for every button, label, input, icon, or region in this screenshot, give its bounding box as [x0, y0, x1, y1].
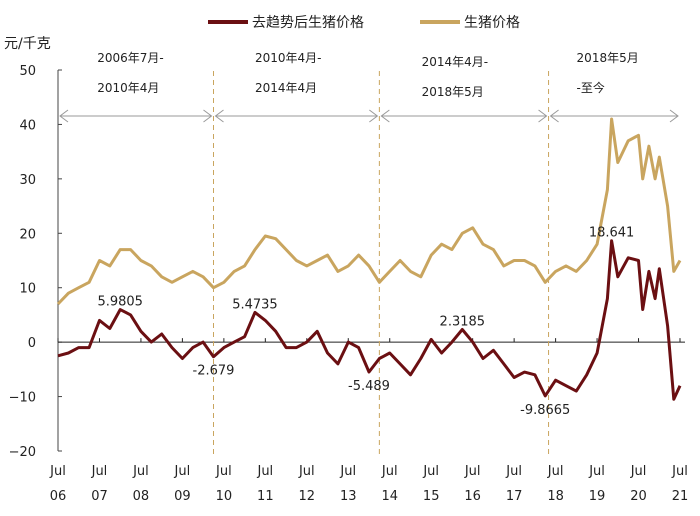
- period-label-line1: 2018年5月: [577, 51, 639, 65]
- legend-label: 生猪价格: [464, 15, 520, 31]
- period-label-line2: 2010年4月: [97, 81, 159, 95]
- y-axis: 50 40 30 20 10 0 −10 −20: [9, 64, 62, 460]
- x-tick-month: Jul: [588, 464, 605, 479]
- arrow-left-icon: [214, 109, 224, 123]
- x-tick-month: Jul: [339, 464, 356, 479]
- x-tick-month: Jul: [422, 464, 439, 479]
- arrow-right-icon: [538, 109, 548, 123]
- annotations: 5.9805 -2.679 5.4735 -5.489 2.3185 -9.8665 18.…: [97, 226, 634, 418]
- period-label-line1: 2014年4月-: [422, 55, 489, 69]
- x-tick-year: 09: [174, 489, 191, 504]
- arrow-right-icon: [203, 109, 213, 123]
- x-tick-year: 14: [381, 489, 398, 504]
- period-label-line2: 2018年5月: [422, 85, 484, 99]
- data-label: -5.489: [348, 379, 390, 394]
- x-tick-year: 12: [299, 489, 316, 504]
- x-tick-month: Jul: [132, 464, 149, 479]
- x-tick-month: Jul: [215, 464, 232, 479]
- x-tick-year: 16: [464, 489, 481, 504]
- legend-label: 去趋势后生猪价格: [252, 15, 364, 31]
- data-label: -2.679: [193, 364, 235, 379]
- x-tick-year: 13: [340, 489, 357, 504]
- x-tick-month: Jul: [256, 464, 273, 479]
- arrow-right-icon: [369, 109, 379, 123]
- x-tick-year: 19: [589, 489, 606, 504]
- x-tick-year: 21: [672, 489, 689, 504]
- arrow-left-icon: [59, 109, 69, 123]
- y-tick-label: −20: [9, 445, 36, 460]
- y-tick-label: 10: [19, 282, 36, 297]
- data-label: 2.3185: [440, 315, 486, 330]
- x-tick-year: 11: [257, 489, 274, 504]
- period-markers: 2006年7月- 2010年4月 2010年4月- 2014年4月 2014年4月- 20…: [59, 51, 679, 456]
- price-line: [56, 117, 682, 306]
- x-tick-month: Jul: [505, 464, 522, 479]
- x-tick-month: Jul: [630, 464, 647, 479]
- x-tick-month: Jul: [547, 464, 564, 479]
- x-tick-month: Jul: [298, 464, 315, 479]
- y-tick-label: 50: [19, 64, 36, 79]
- x-tick-month: Jul: [381, 464, 398, 479]
- x-tick-month: Jul: [91, 464, 108, 479]
- x-tick-month: Jul: [671, 464, 688, 479]
- data-label: 18.641: [589, 226, 635, 241]
- y-tick-label: 20: [19, 227, 36, 242]
- x-tick-year: 18: [547, 489, 564, 504]
- y-axis-label: 元/千克: [4, 36, 51, 52]
- y-tick-label: 30: [19, 173, 36, 188]
- period-label-line2: -至今: [577, 80, 605, 95]
- x-tick-month: Jul: [49, 464, 66, 479]
- y-tick-label: −10: [9, 391, 36, 406]
- x-tick-year: 15: [423, 489, 440, 504]
- data-label: 5.9805: [97, 295, 143, 310]
- data-label: -9.8665: [520, 403, 570, 418]
- x-tick-year: 06: [50, 489, 67, 504]
- period-label-line1: 2006年7月-: [97, 51, 164, 65]
- x-tick-month: Jul: [464, 464, 481, 479]
- arrow-left-icon: [549, 109, 559, 123]
- x-axis: Jul 06 Jul 07 Jul 08 Jul 09 Jul 10 Jul 11 Jul 12 Jul 13…: [49, 338, 688, 504]
- x-tick-year: 07: [91, 489, 108, 504]
- x-tick-year: 17: [506, 489, 523, 504]
- arrow-right-icon: [669, 109, 679, 123]
- data-label: 5.4735: [232, 297, 278, 312]
- series-lines: [56, 117, 682, 401]
- arrow-left-icon: [380, 109, 390, 123]
- y-tick-label: 40: [19, 118, 36, 133]
- x-tick-month: Jul: [174, 464, 191, 479]
- legend: 去趋势后生猪价格 生猪价格: [208, 15, 520, 31]
- y-tick-label: 0: [28, 336, 36, 351]
- period-label-line2: 2014年4月: [255, 81, 317, 95]
- x-tick-year: 20: [630, 489, 647, 504]
- period-label-line1: 2010年4月-: [255, 51, 322, 65]
- x-tick-year: 08: [133, 489, 150, 504]
- x-tick-year: 10: [216, 489, 233, 504]
- detrended-price-line: [57, 239, 682, 401]
